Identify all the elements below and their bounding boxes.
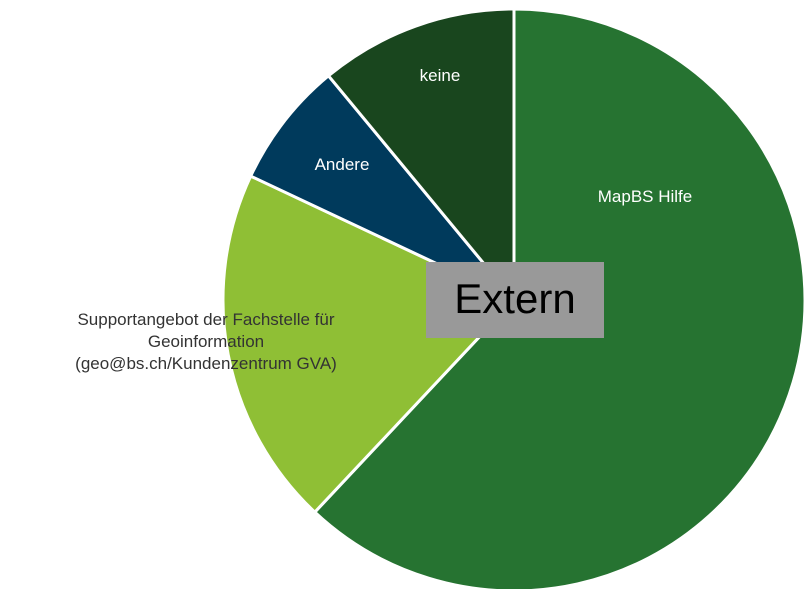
annotation: Extern bbox=[454, 275, 575, 322]
pie-slice bbox=[326, 7, 516, 305]
annotation-box bbox=[426, 262, 604, 338]
slice-label: Andere bbox=[314, 155, 370, 174]
slice-label: Supportangebot der Fachstelle für Geoinf… bbox=[75, 310, 337, 373]
slice-label: MapBS Hilfe bbox=[597, 187, 693, 206]
pie-slice bbox=[248, 73, 516, 302]
slice-label: keine bbox=[419, 66, 461, 85]
pie-slice bbox=[221, 174, 517, 515]
